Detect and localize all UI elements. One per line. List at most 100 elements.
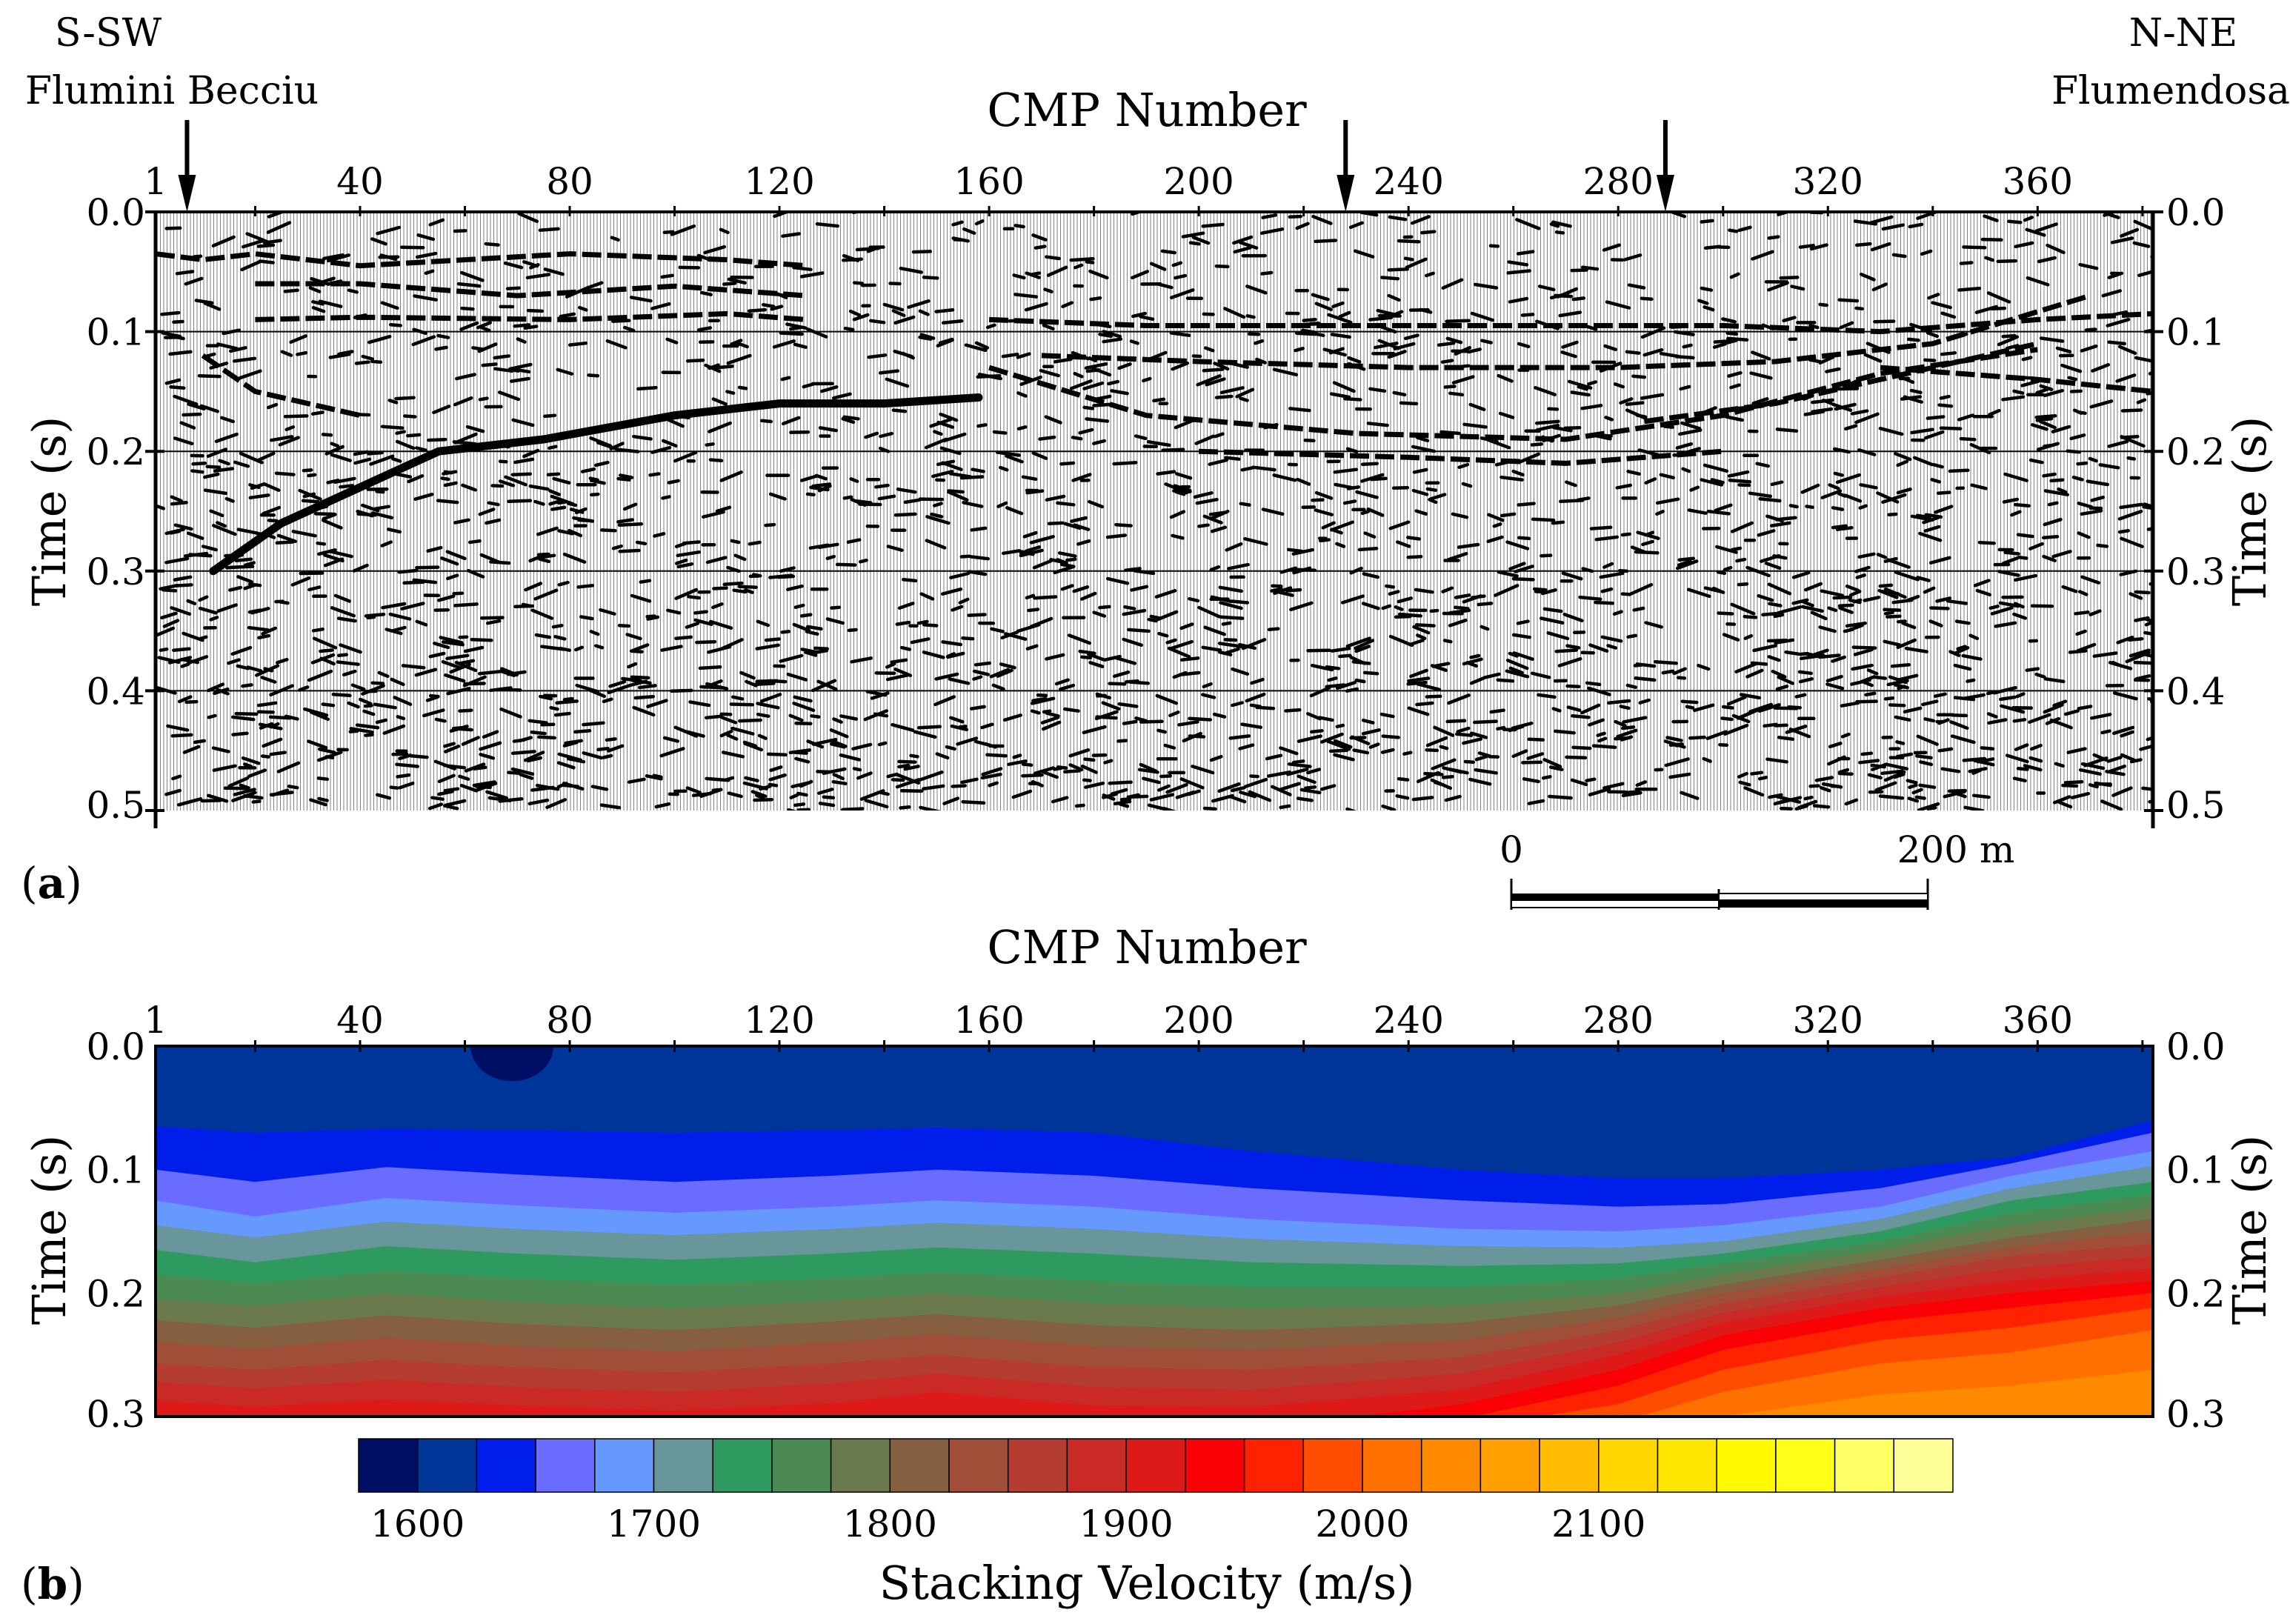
right-direction-label: N-NE xyxy=(2129,11,2238,56)
panel-b-x-axis-title: CMP Number xyxy=(987,920,1307,974)
arrow-head-icon xyxy=(1656,175,1674,212)
panel-a-right-y-tick-label: 0.4 xyxy=(2166,670,2226,713)
colorbar-swatch xyxy=(1362,1438,1422,1493)
panel-a-right-y-tick-label: 0.2 xyxy=(2166,430,2226,473)
colorbar-swatch xyxy=(1066,1438,1127,1493)
reflector-horizon xyxy=(201,353,361,419)
scale-bar-segment-2-top xyxy=(1718,893,1928,901)
colorbar-swatch xyxy=(476,1438,536,1493)
colorbar-swatch xyxy=(1125,1438,1186,1493)
colorbar-swatch xyxy=(1243,1438,1305,1493)
panel-b-left-y-tick-label: 0.2 xyxy=(86,1272,145,1315)
colorbar-swatch xyxy=(1479,1438,1540,1493)
panel-b-x-tick-label: 320 xyxy=(1793,999,1863,1042)
colorbar-swatch xyxy=(1185,1438,1245,1493)
colorbar-swatch xyxy=(1775,1438,1836,1493)
seismic-noise xyxy=(156,212,2153,811)
scale-bar-segment-1-bottom xyxy=(1511,899,1720,908)
colorbar-tick-label: 1600 xyxy=(370,1502,465,1545)
panel-a-x-tick-label: 280 xyxy=(1583,160,1654,203)
colorbar-title: Stacking Velocity (m/s) xyxy=(879,1556,1415,1610)
reflector-horizon xyxy=(1198,448,1724,466)
scale-bar: 0 200 m xyxy=(1500,828,2014,910)
colorbar-swatch xyxy=(535,1438,596,1493)
scale-bar-start-label: 0 xyxy=(1500,828,1523,871)
colorbar-swatch xyxy=(1834,1438,1895,1493)
panel-b-left-y-tick-label: 0.0 xyxy=(86,1025,145,1068)
left-location-label: Flumini Becciu xyxy=(25,69,319,113)
reflector-horizon xyxy=(988,347,2038,442)
panel-a-left-y-tick-label: 0.4 xyxy=(86,670,145,713)
panel-b-x-tick-label: 40 xyxy=(336,999,384,1042)
panel-a-x-axis-title: CMP Number xyxy=(987,83,1307,137)
panel-b-right-y-tick-label: 0.1 xyxy=(2166,1149,2226,1192)
arrow-head-icon xyxy=(178,175,196,212)
colorbar-swatch xyxy=(594,1438,655,1493)
panel-b: CMP Number 1 40 80 120 160 200 240 280 320 360 0.… xyxy=(21,920,2277,1610)
panel-b-x-tick-label: 120 xyxy=(744,999,814,1042)
colorbar-swatch xyxy=(1893,1438,1954,1493)
seismic-time-lines xyxy=(156,330,2153,692)
panel-b-x-tick-label: 280 xyxy=(1583,999,1654,1042)
colorbar-swatch xyxy=(1598,1438,1659,1493)
seismic-reflectors xyxy=(156,251,2153,576)
panel-a-left-y-tick-label: 0.1 xyxy=(86,311,145,354)
panel-a-x-tick-label: 120 xyxy=(744,160,814,203)
colorbar-swatch xyxy=(1716,1438,1777,1493)
panel-a-y-ticks: 0.0 0.0 0.1 0.1 0.2 0.2 0.3 0.3 0.4 0.4 0.5 0.5 xyxy=(86,191,2225,827)
panel-b-right-y-tick-label: 0.0 xyxy=(2166,1025,2226,1068)
panel-a-x-tick-label: 320 xyxy=(1793,160,1863,203)
panel-a-x-tick-label: 160 xyxy=(953,160,1024,203)
left-direction-label: S-SW xyxy=(55,11,162,56)
colorbar-swatch xyxy=(1420,1438,1482,1493)
panel-a-x-tick-label: 240 xyxy=(1373,160,1443,203)
reflector-horizon xyxy=(1041,293,2091,370)
main-reflector xyxy=(209,393,983,576)
reflector-horizon xyxy=(255,281,806,299)
velocity-band xyxy=(1723,1369,2153,1417)
panel-a: S-SW Flumini Becciu N-NE Flumendosa CMP … xyxy=(21,11,2290,910)
panel-b-x-tick-label: 80 xyxy=(546,999,593,1042)
panel-a-x-tick-label: 40 xyxy=(336,160,384,203)
colorbar-swatch xyxy=(712,1438,773,1493)
right-location-label: Flumendosa xyxy=(2051,69,2290,113)
panel-b-y-ticks: 0.0 0.0 0.1 0.1 0.2 0.2 0.3 0.3 xyxy=(86,1025,2225,1436)
colorbar-swatch xyxy=(1302,1438,1363,1493)
colorbar-swatch xyxy=(771,1438,832,1493)
colorbar xyxy=(358,1438,1954,1493)
reflector-horizon xyxy=(1644,341,2039,425)
panel-a-right-y-tick-label: 0.3 xyxy=(2166,550,2226,593)
reflector-horizon xyxy=(255,310,806,322)
colorbar-swatch xyxy=(358,1438,419,1493)
reflector-horizon xyxy=(1880,365,2153,394)
colorbar-swatch xyxy=(948,1438,1009,1493)
arrow-head-icon xyxy=(1337,175,1355,212)
low-velocity-anomaly xyxy=(470,1046,554,1082)
colorbar-tick-label: 2000 xyxy=(1315,1502,1409,1545)
panel-b-left-y-tick-label: 0.1 xyxy=(86,1149,145,1192)
panel-a-left-y-axis-title: Time (s) xyxy=(22,416,76,607)
panel-a-right-y-axis-title: Time (s) xyxy=(2223,416,2277,607)
panel-b-x-tick-label: 1 xyxy=(144,999,167,1042)
panel-b-label: (b) xyxy=(21,1559,84,1609)
colorbar-swatch xyxy=(1657,1438,1717,1493)
panel-b-x-tick-label: 360 xyxy=(2003,999,2073,1042)
panel-a-x-tick-label: 360 xyxy=(2003,160,2073,203)
scale-bar-segment-1-top xyxy=(1511,893,1719,900)
scale-bar-end-label: 200 m xyxy=(1897,828,2015,871)
panel-a-arrows xyxy=(178,120,1674,212)
colorbar-swatch xyxy=(653,1438,713,1493)
panel-a-left-y-tick-label: 0.0 xyxy=(86,191,145,234)
panel-b-frame xyxy=(154,1045,2154,1418)
panel-b-right-y-axis-title: Time (s) xyxy=(2223,1135,2277,1325)
velocity-contours xyxy=(156,1046,2153,1417)
colorbar-tick-label: 1700 xyxy=(607,1502,701,1545)
panel-b-left-y-tick-label: 0.3 xyxy=(86,1393,145,1436)
panel-a-left-y-tick-label: 0.5 xyxy=(86,784,145,827)
panel-a-right-y-tick-label: 0.1 xyxy=(2166,311,2226,354)
panel-a-x-ticks: 1 40 80 120 160 200 240 280 320 360 xyxy=(144,160,2144,216)
colorbar-tick-label: 2100 xyxy=(1551,1502,1645,1545)
panel-a-right-y-tick-label: 0.0 xyxy=(2166,191,2226,234)
colorbar-tick-label: 1800 xyxy=(843,1502,937,1545)
